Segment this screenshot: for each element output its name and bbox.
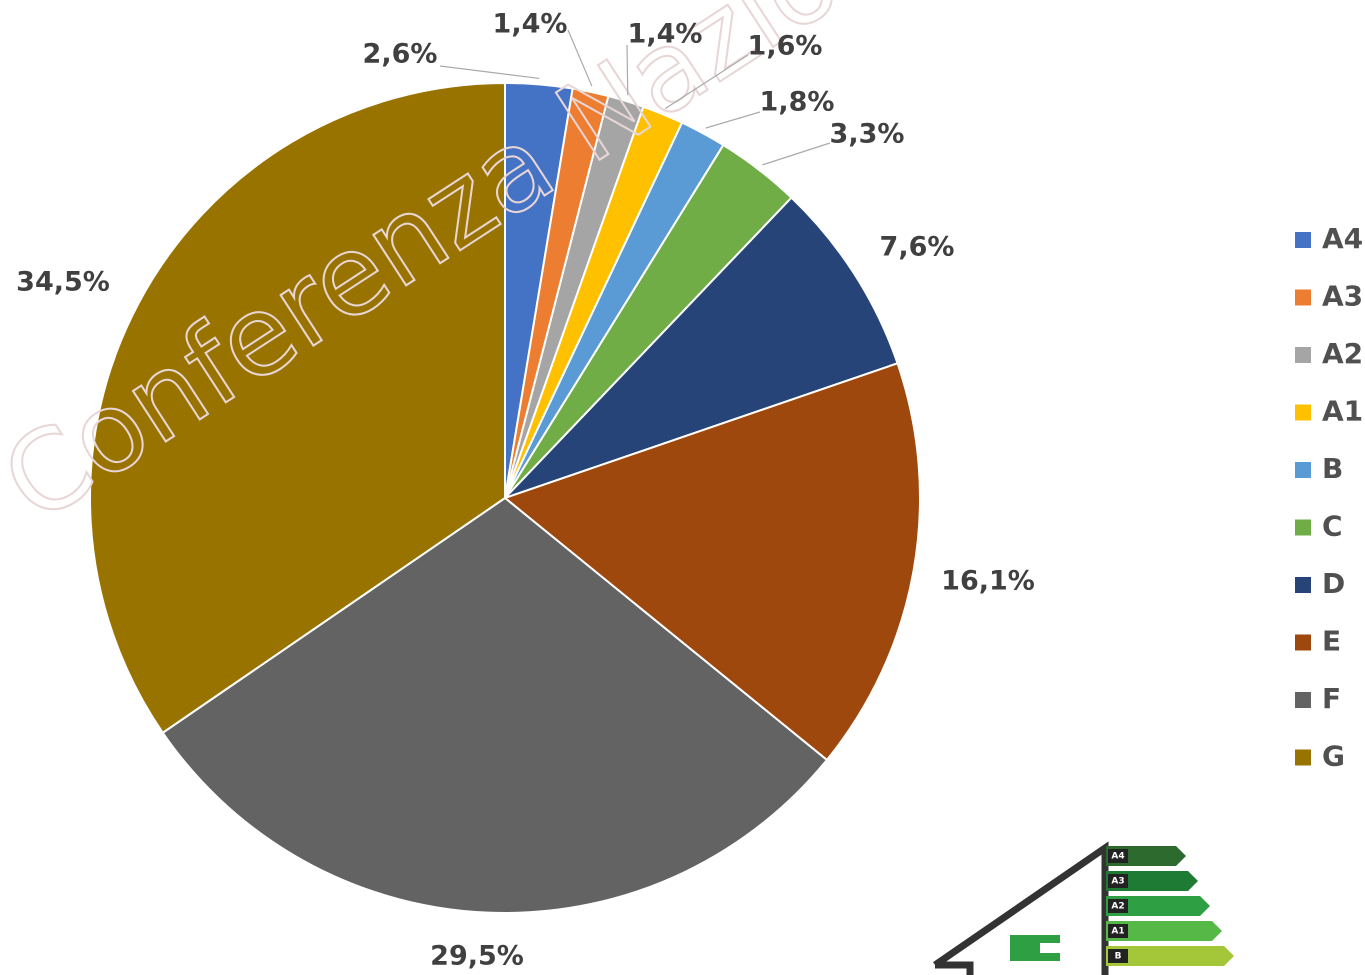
icon-tag [1108, 949, 1128, 963]
icon-bar [1106, 946, 1234, 966]
pie-slice [504, 196, 899, 499]
leader-line [567, 29, 593, 87]
data-label: 1,8% [760, 87, 835, 118]
legend-label: A4 [1322, 222, 1363, 255]
icon-tag [1108, 899, 1128, 913]
legend-swatch [1295, 634, 1311, 651]
icon-tag [1108, 924, 1128, 938]
icon-tag [1108, 849, 1128, 863]
data-label: 29,5% [430, 941, 524, 972]
icon-tag [1108, 874, 1128, 888]
legend-label: G [1322, 740, 1345, 773]
leader-line [664, 54, 749, 110]
data-label: 2,6% [363, 39, 438, 70]
legend-swatch [1295, 404, 1311, 421]
icon-label: A2 [1111, 902, 1124, 912]
icon-label: A3 [1111, 877, 1124, 887]
icon-bar [1106, 896, 1210, 916]
data-label: 3,3% [830, 119, 905, 150]
leader-line [439, 65, 540, 80]
pie-slice [161, 496, 829, 914]
data-label: 1,4% [493, 9, 568, 40]
legend-label: A2 [1322, 337, 1363, 370]
energy-icon: A4 A3 A2 A1 B [933, 841, 1234, 975]
legend-label: D [1322, 567, 1345, 600]
legend-label: C [1322, 510, 1343, 543]
legend-label: E [1322, 625, 1341, 658]
pie-slice [89, 81, 506, 735]
icon-label: A1 [1111, 927, 1124, 937]
legend-swatch [1295, 289, 1311, 306]
leader-line [762, 142, 831, 166]
data-label: 34,5% [16, 267, 110, 298]
legend-label: A1 [1322, 395, 1363, 428]
icon-label: B [1115, 952, 1122, 962]
icon-bar [1106, 871, 1198, 891]
legend-label: B [1322, 452, 1343, 485]
legend-swatch [1295, 577, 1311, 593]
leader-line [705, 111, 761, 129]
pie-slice [502, 362, 921, 762]
legend-swatch [1295, 347, 1311, 363]
legend-swatch [1295, 462, 1311, 478]
legend-swatch [1295, 232, 1311, 248]
legend-swatch [1295, 692, 1311, 708]
icon-letter [1010, 935, 1060, 961]
icon-house [935, 961, 974, 975]
legend-swatch [1295, 519, 1311, 536]
legend-swatch [1295, 749, 1311, 766]
leader-line [626, 44, 629, 96]
data-label: 1,6% [748, 31, 823, 62]
icon-house [933, 841, 1109, 975]
data-label: 16,1% [941, 566, 1035, 597]
data-label: 7,6% [880, 232, 955, 263]
icon-bar [1106, 921, 1222, 941]
data-label: 1,4% [628, 19, 703, 50]
icon-label: A4 [1111, 852, 1124, 862]
legend-label: A3 [1322, 280, 1363, 313]
pie [89, 81, 921, 914]
legend-label: F [1322, 682, 1341, 715]
